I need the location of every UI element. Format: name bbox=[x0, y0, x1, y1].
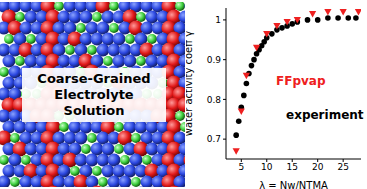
svg-text:0.7: 0.7 bbox=[207, 134, 221, 144]
html-text:Coarse-Grained Electrolyte Sol: Coarse-Grained Electrolyte Solution bbox=[37, 71, 151, 118]
svg-text:25: 25 bbox=[337, 162, 348, 172]
svg-text:20: 20 bbox=[312, 162, 324, 172]
svg-text:0.9: 0.9 bbox=[207, 55, 222, 65]
svg-text:15: 15 bbox=[286, 162, 297, 172]
svg-text:λ = Nw/NTMA: λ = Nw/NTMA bbox=[259, 180, 328, 189]
html-text:experiment: experiment bbox=[286, 108, 364, 122]
svg-text:10: 10 bbox=[261, 162, 273, 172]
svg-text:5: 5 bbox=[238, 162, 244, 172]
svg-text:0.8: 0.8 bbox=[207, 95, 222, 105]
svg-text:water activity coeff γ: water activity coeff γ bbox=[186, 31, 194, 137]
svg-text:1: 1 bbox=[215, 15, 221, 25]
html-text:FFpvap: FFpvap bbox=[276, 74, 326, 88]
